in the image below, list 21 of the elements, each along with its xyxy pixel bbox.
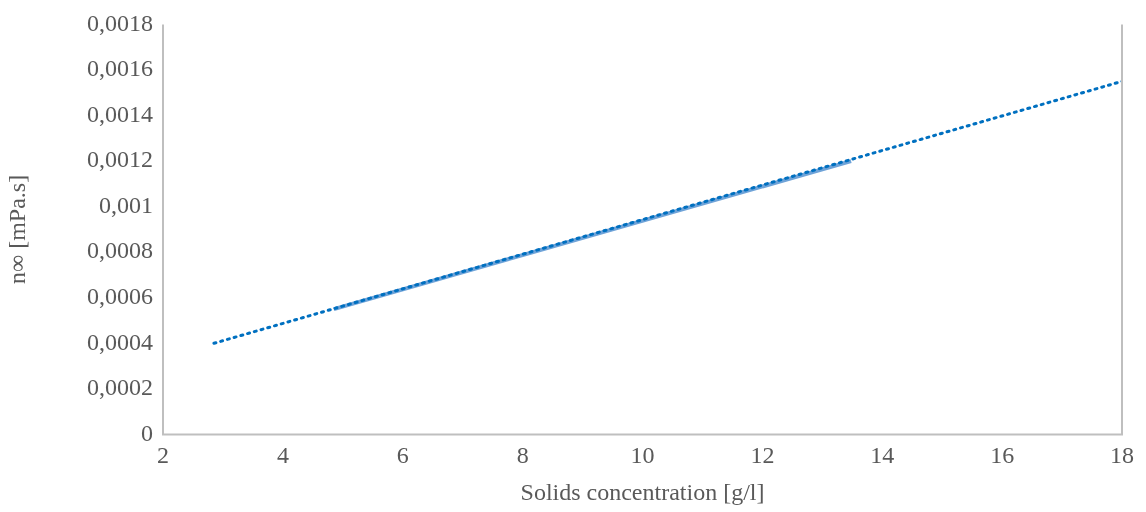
- y-axis-title: n∞ [mPa.s]: [3, 174, 30, 284]
- x-tick-label: 16: [990, 442, 1015, 469]
- y-tick-label: 0,001: [99, 191, 153, 218]
- x-tick-label: 4: [276, 442, 289, 469]
- x-tick-label: 12: [750, 442, 775, 469]
- y-tick-label: 0,0002: [87, 374, 153, 401]
- y-tick-label: 0,0018: [87, 9, 153, 36]
- x-tick-label: 10: [630, 442, 655, 469]
- y-tick-label: 0,0014: [87, 100, 153, 127]
- y-tick-label: 0,0016: [87, 55, 153, 82]
- y-tick-label: 0,0012: [87, 146, 153, 173]
- x-tick-label: 6: [396, 442, 409, 469]
- x-axis-title: Solids concentration [g/l]: [520, 478, 765, 505]
- x-tick-label: 18: [1110, 442, 1134, 469]
- y-tick-label: 0,0008: [87, 237, 153, 264]
- y-tick-label: 0,0004: [87, 328, 153, 355]
- x-tick-label: 2: [157, 442, 169, 469]
- x-tick-label: 14: [870, 442, 895, 469]
- y-tick-label: 0,0006: [87, 283, 153, 310]
- y-tick-label: 0: [141, 419, 153, 446]
- x-tick-label: 8: [516, 442, 529, 469]
